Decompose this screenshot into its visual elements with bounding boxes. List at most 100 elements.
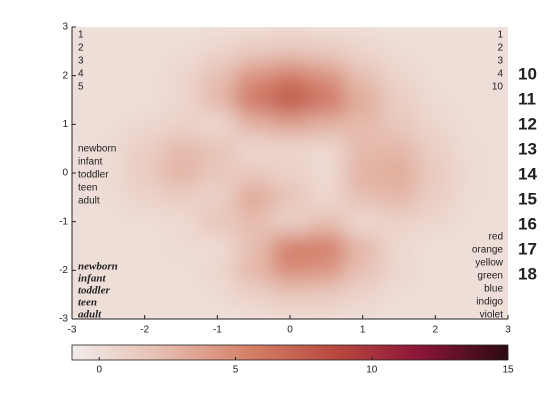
heat-cell [90,282,127,308]
heat-cell [308,27,345,40]
heat-cell [72,112,91,137]
annotation: 14 [518,164,537,183]
heat-cell [199,160,236,186]
heat-cell [199,87,236,113]
heat-cell [90,63,127,89]
heat-cell [308,136,345,162]
heat-cell [344,87,382,113]
colorbar-tick-label: 0 [96,365,102,376]
y-tick-label: -2 [59,265,68,276]
heat-cell [235,258,273,283]
heat-cell [453,258,491,283]
heat-cell [199,63,236,89]
x-tick-label: 3 [505,325,511,336]
heat-cell [453,136,491,162]
annotation: infant [78,273,106,285]
heat-cell [380,185,418,210]
heat-cell [308,87,345,113]
heat-cell [199,306,236,319]
heat-cell [489,136,508,162]
heat-cell [453,112,491,137]
annotation: adult [78,196,100,207]
y-tick-label: 3 [62,22,68,33]
heat-cell [126,160,164,186]
heat-cell [308,258,345,283]
annotation: 12 [518,114,537,133]
heat-cell [126,27,164,40]
heat-cell [344,160,382,186]
heat-cell [308,39,345,64]
heat-cell [199,39,236,64]
heat-cell [72,63,91,89]
heat-cell [90,258,127,283]
y-tick-label: 1 [62,119,68,130]
heat-cell [453,160,491,186]
heat-cell [380,63,418,89]
heat-cell [126,112,164,137]
heat-cell [271,136,309,162]
heat-cell [126,136,164,162]
heat-cell [417,87,454,113]
heat-cell [453,63,491,89]
heat-cell [271,185,309,210]
heat-cell [162,39,200,64]
annotation: 3 [497,56,503,67]
heat-cell [72,185,91,210]
heat-cell [199,136,236,162]
heat-cell [417,136,454,162]
heat-cell [453,282,491,308]
heat-cell [162,63,200,89]
heat-cell [417,233,454,259]
heat-cell [235,233,273,259]
annotation: 13 [518,139,537,158]
heat-cell [489,112,508,137]
heat-cell [162,87,200,113]
heat-cell [417,112,454,137]
heat-cell [90,87,127,113]
heat-cell [417,160,454,186]
annotation: teen [78,183,97,194]
x-tick-label: -1 [213,325,222,336]
annotation: newborn [78,144,116,155]
heat-cell [72,233,91,259]
heat-cell [126,233,164,259]
heat-cell [126,87,164,113]
heat-cell [380,39,418,64]
annotation: 10 [518,64,537,83]
heat-cell [162,112,200,137]
heat-cell [162,233,200,259]
annotation: newborn [78,261,118,273]
heat-cell [199,112,236,137]
heat-cell [90,306,127,319]
annotation: 11 [518,89,536,108]
colorbar-tick-label: 5 [233,365,239,376]
heat-cell [344,282,382,308]
heat-cell [271,27,309,40]
annotation: 1 [497,30,503,41]
annotation: teen [78,297,97,309]
annotation: blue [484,284,503,295]
heat-cell [90,112,127,137]
heat-cell [344,306,382,319]
heatmap-area [72,27,508,319]
annotation: 5 [78,82,84,93]
heat-cell [344,112,382,137]
heat-cell [308,160,345,186]
heat-cell [417,209,454,235]
heat-cell [417,258,454,283]
heat-cell [235,27,273,40]
heat-cell [126,282,164,308]
heat-cell [453,209,491,235]
heat-cell [308,306,345,319]
heat-cell [344,209,382,235]
heat-cell [453,39,491,64]
heat-cell [126,258,164,283]
heat-cell [344,185,382,210]
heat-cell [271,87,309,113]
heat-cell [380,258,418,283]
heat-cell [344,258,382,283]
heat-cell [162,27,200,40]
heat-cell [126,209,164,235]
